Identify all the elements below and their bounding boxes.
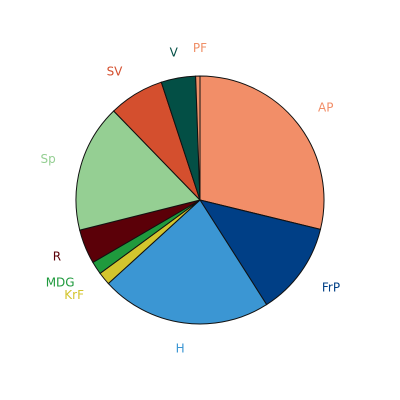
slice-label-r: R [53,250,61,264]
slice-label-mdg: MDG [46,275,75,289]
slice-label-frp: FrP [322,280,340,294]
slice-label-pf: PF [193,41,207,55]
slice-label-v: V [170,45,179,59]
slice-label-sv: SV [107,65,124,79]
pie-slice-ap [199,75,325,231]
pie-slice-h [107,199,268,325]
pie-slice-pf [195,75,201,201]
pie-slice-sp [75,110,201,231]
slices-layer [75,75,325,325]
slice-label-ap: AP [318,100,333,114]
slice-label-sp: Sp [40,152,55,166]
slice-label-krf: KrF [64,288,84,302]
slice-label-h: H [176,342,185,356]
pie-slice-frp [198,199,322,306]
